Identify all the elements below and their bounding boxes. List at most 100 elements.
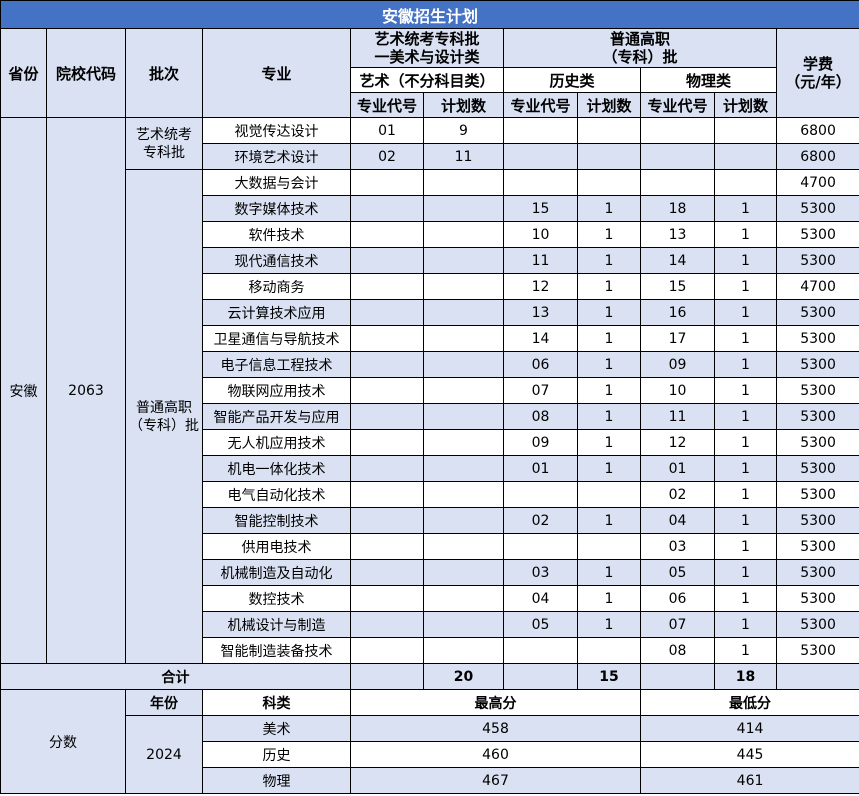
art-code-cell (350, 403, 424, 430)
history-code-cell: 02 (503, 507, 578, 534)
history-code-cell: 15 (503, 195, 578, 222)
subject-type-cell: 历史 (202, 741, 351, 768)
art-code-cell (350, 351, 424, 378)
major-cell: 软件技术 (202, 221, 351, 248)
table-row: 供用电技术 03 1 5300 (1, 533, 859, 560)
physics-plan-cell: 1 (714, 507, 777, 534)
major-cell: 电气自动化技术 (202, 481, 351, 508)
history-plan-cell: 1 (577, 247, 641, 274)
history-code-cell: 03 (503, 559, 578, 586)
physics-code-cell: 18 (640, 195, 715, 222)
history-code-cell (503, 117, 578, 144)
header-subject-type: 科类 (202, 689, 351, 716)
history-plan-cell: 1 (577, 325, 641, 352)
art-code-cell (350, 481, 424, 508)
history-plan-cell: 1 (577, 273, 641, 300)
physics-plan-cell: 1 (714, 247, 777, 274)
art-plan-cell (423, 429, 504, 456)
major-cell: 物联网应用技术 (202, 377, 351, 404)
min-score-cell: 461 (639, 767, 859, 794)
physics-plan-cell: 1 (714, 377, 777, 404)
history-code-cell: 05 (503, 611, 578, 638)
art-plan-cell (423, 221, 504, 248)
art-code-cell (350, 273, 424, 300)
physics-code-cell: 06 (640, 585, 715, 612)
art-code-cell (350, 221, 424, 248)
history-plan-cell: 1 (577, 403, 641, 430)
score-row: 物理 467 461 (1, 767, 859, 794)
art-code-cell (350, 585, 424, 612)
physics-plan-cell: 1 (714, 611, 777, 638)
major-cell: 无人机应用技术 (202, 429, 351, 456)
art-code-cell (350, 637, 424, 664)
major-cell: 智能制造装备技术 (202, 637, 351, 664)
history-plan-cell: 1 (577, 455, 641, 482)
major-cell: 数控技术 (202, 585, 351, 612)
art-plan-cell (423, 351, 504, 378)
fee-cell: 4700 (775, 169, 859, 196)
physics-plan-cell: 1 (714, 325, 777, 352)
history-code-cell: 09 (503, 429, 578, 456)
art-plan-cell (423, 325, 504, 352)
header-plan: 计划数 (577, 92, 641, 118)
physics-plan-cell: 1 (714, 637, 777, 664)
history-plan-cell: 1 (577, 429, 641, 456)
header-fee: 学费 （元/年） (775, 28, 859, 118)
art-code-cell (350, 195, 424, 222)
physics-plan-cell: 1 (714, 299, 777, 326)
header-min-score: 最低分 (639, 689, 859, 716)
art-plan-cell (423, 481, 504, 508)
fee-cell: 5300 (775, 195, 859, 222)
total-label: 合计 (0, 663, 351, 690)
table-row: 智能控制技术 02 1 04 1 5300 (1, 507, 859, 534)
subject-type-cell: 美术 (202, 715, 351, 742)
fee-cell: 5300 (775, 455, 859, 482)
art-plan-cell (423, 273, 504, 300)
history-code-cell: 08 (503, 403, 578, 430)
physics-code-cell: 01 (640, 455, 715, 482)
total-art: 20 (423, 663, 504, 690)
fee-cell: 4700 (775, 273, 859, 300)
major-cell: 环境艺术设计 (202, 143, 351, 170)
art-code-cell (350, 533, 424, 560)
major-cell: 机械制造及自动化 (202, 559, 351, 586)
physics-plan-cell: 1 (714, 273, 777, 300)
table-row: 机电一体化技术 01 1 01 1 5300 (1, 455, 859, 482)
physics-code-cell: 16 (640, 299, 715, 326)
physics-code-cell: 12 (640, 429, 715, 456)
fee-cell: 5300 (775, 351, 859, 378)
score-row: 历史 460 445 (1, 741, 859, 768)
header-general-batch: 普通高职 （专科）批 (503, 28, 777, 68)
header-year: 年份 (125, 689, 203, 716)
art-code-cell (350, 325, 424, 352)
art-code-cell (350, 611, 424, 638)
table-row: 机械制造及自动化 03 1 05 1 5300 (1, 559, 859, 586)
score-row: 2024 美术 458 414 (1, 715, 859, 794)
total-empty (503, 663, 578, 690)
header-max-score: 最高分 (350, 689, 641, 716)
table-row: 物联网应用技术 07 1 10 1 5300 (1, 377, 859, 404)
physics-plan-cell: 1 (714, 221, 777, 248)
physics-code-cell: 05 (640, 559, 715, 586)
art-code-cell: 02 (350, 143, 424, 170)
subject-type-cell: 物理 (202, 767, 351, 794)
art-plan-cell (423, 507, 504, 534)
history-code-cell: 06 (503, 351, 578, 378)
history-code-cell (503, 169, 578, 196)
physics-code-cell: 02 (640, 481, 715, 508)
history-plan-cell (577, 117, 641, 144)
total-physics: 18 (714, 663, 777, 690)
art-code-cell (350, 429, 424, 456)
physics-code-cell: 07 (640, 611, 715, 638)
major-cell: 数字媒体技术 (202, 195, 351, 222)
art-code-cell: 01 (350, 117, 424, 144)
art-plan-cell (423, 559, 504, 586)
header-physics: 物理类 (640, 67, 777, 93)
fee-cell: 5300 (775, 611, 859, 638)
art-plan-cell (423, 585, 504, 612)
physics-plan-cell: 1 (714, 429, 777, 456)
physics-plan-cell: 1 (714, 455, 777, 482)
history-code-cell: 12 (503, 273, 578, 300)
table-row: 安徽 2063 艺术统考 专科批 视觉传达设计 01 9 6800 (0, 117, 859, 664)
table-row: 电子信息工程技术 06 1 09 1 5300 (1, 351, 859, 378)
